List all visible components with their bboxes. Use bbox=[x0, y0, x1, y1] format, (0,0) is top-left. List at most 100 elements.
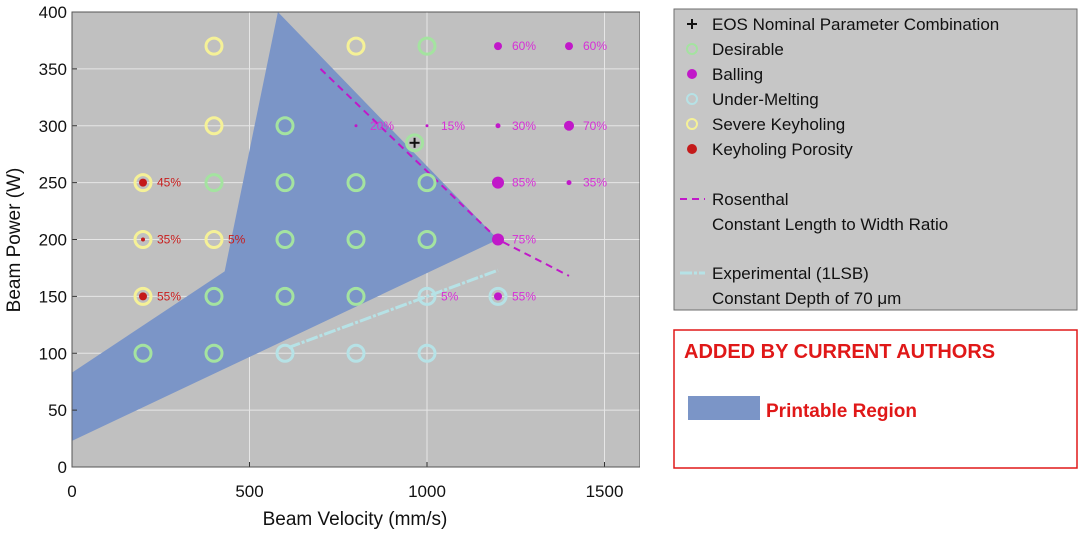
legend-label: Balling bbox=[712, 65, 763, 84]
balling-marker bbox=[494, 42, 502, 51]
desirable-marker bbox=[204, 286, 224, 306]
percent-label: 35% bbox=[583, 176, 607, 190]
under-melting-marker bbox=[346, 343, 366, 363]
desirable-marker bbox=[204, 343, 224, 363]
printable-region-label: Printable Region bbox=[766, 401, 917, 422]
plot-frame bbox=[71, 11, 640, 468]
percent-label: 30% bbox=[512, 119, 536, 133]
legend-experimental-line2: Constant Depth of 70 μm bbox=[712, 289, 901, 308]
desirable-marker bbox=[275, 230, 295, 249]
percent-label: 55% bbox=[157, 289, 181, 303]
y-tick-label: 150 bbox=[39, 287, 67, 306]
percent-label: 35% bbox=[157, 233, 181, 247]
under-melting-marker bbox=[275, 343, 295, 363]
percent-label: 70% bbox=[583, 119, 607, 133]
legend-rosenthal-line1: Rosenthal bbox=[712, 190, 789, 209]
legend-label: Keyholing Porosity bbox=[712, 140, 853, 159]
balling-marker bbox=[492, 233, 504, 246]
added-by-authors-title: ADDED BY CURRENT AUTHORS bbox=[684, 341, 995, 363]
balling-marker bbox=[492, 176, 504, 189]
y-axis-ticks: 0 50 100 150 200 250 300 350 400 bbox=[39, 3, 640, 477]
desirable-marker bbox=[346, 173, 366, 193]
y-axis-label: Beam Power (W) bbox=[4, 168, 25, 313]
printable-region-polygon bbox=[72, 12, 498, 441]
balling-marker bbox=[425, 124, 429, 128]
legend-box bbox=[673, 8, 1078, 311]
desirable-marker bbox=[275, 116, 295, 136]
balling-marker bbox=[564, 120, 574, 131]
severe-keyholing-marker bbox=[204, 36, 224, 56]
chart-svg: 60% 60% 20% 15% 30% 70% 85% 35% 75% 55% 5% 45% 35% 55… bbox=[4, 3, 640, 530]
severe-keyholing-marker bbox=[204, 116, 224, 136]
keyholing-porosity-marker bbox=[141, 237, 145, 242]
desirable-marker bbox=[417, 230, 437, 249]
added-by-authors-box bbox=[673, 329, 1078, 469]
severe-keyholing-marker bbox=[133, 173, 153, 193]
balling-marker bbox=[354, 124, 358, 128]
severe-keyholing-marker bbox=[133, 230, 153, 249]
x-tick-label: 500 bbox=[235, 482, 263, 501]
percent-label: 45% bbox=[157, 176, 181, 190]
percent-label: 60% bbox=[583, 39, 607, 53]
legend: EOS Nominal Parameter Combination Desirab… bbox=[673, 8, 1078, 469]
desirable-marker bbox=[346, 286, 366, 306]
desirable-marker bbox=[417, 36, 437, 56]
percent-label: 75% bbox=[512, 233, 536, 247]
legend-label: Severe Keyholing bbox=[712, 115, 845, 134]
legend-severe-keyholing-symbol bbox=[686, 118, 698, 130]
legend-items: EOS Nominal Parameter Combination Desirab… bbox=[686, 15, 999, 159]
desirable-marker bbox=[417, 173, 437, 193]
legend-desirable-symbol bbox=[686, 43, 698, 55]
y-tick-label: 200 bbox=[39, 231, 67, 250]
legend-label: Under-Melting bbox=[712, 90, 819, 109]
x-axis-label: Beam Velocity (mm/s) bbox=[263, 509, 448, 530]
x-tick-label: 1500 bbox=[586, 482, 624, 501]
desirable-marker bbox=[405, 133, 425, 153]
severe-keyholing-marker bbox=[346, 36, 366, 56]
legend-experimental-line1: Experimental (1LSB) bbox=[712, 264, 869, 283]
legend-keyholing-porosity-symbol bbox=[687, 144, 697, 154]
desirable-marker bbox=[275, 286, 295, 306]
severe-keyholing-marker bbox=[204, 230, 224, 249]
legend-under-melting-symbol bbox=[686, 93, 698, 105]
percent-labels: 60% 60% 20% 15% 30% 70% 85% 35% 75% 55% 5% 45% 35% 55… bbox=[157, 39, 607, 303]
desirable-marker bbox=[275, 173, 295, 193]
x-tick-label: 0 bbox=[67, 482, 76, 501]
desirable-marker bbox=[346, 230, 366, 249]
printable-region-swatch bbox=[688, 396, 760, 420]
legend-label: Desirable bbox=[712, 40, 784, 59]
percent-label: 5% bbox=[441, 289, 459, 303]
data-markers bbox=[133, 36, 574, 363]
percent-label: 15% bbox=[441, 119, 465, 133]
legend-label: EOS Nominal Parameter Combination bbox=[712, 15, 999, 34]
balling-marker bbox=[495, 123, 501, 129]
percent-label: 20% bbox=[370, 119, 394, 133]
keyholing-porosity-marker bbox=[139, 292, 147, 301]
balling-marker bbox=[566, 180, 572, 186]
legend-rosenthal-line2: Constant Length to Width Ratio bbox=[712, 215, 948, 234]
balling-marker bbox=[565, 42, 573, 51]
percent-label: 60% bbox=[512, 39, 536, 53]
y-tick-label: 350 bbox=[39, 60, 67, 79]
y-tick-label: 400 bbox=[39, 3, 67, 22]
y-tick-label: 0 bbox=[58, 458, 67, 477]
desirable-marker bbox=[133, 343, 153, 363]
under-melting-marker bbox=[417, 286, 437, 306]
under-melting-marker bbox=[417, 343, 437, 363]
keyholing-porosity-marker bbox=[139, 178, 147, 187]
severe-keyholing-marker bbox=[133, 286, 153, 306]
desirable-marker bbox=[204, 173, 224, 193]
x-tick-label: 1000 bbox=[408, 482, 446, 501]
experimental-line bbox=[288, 268, 499, 349]
percent-label: 55% bbox=[512, 289, 536, 303]
y-tick-label: 100 bbox=[39, 344, 67, 363]
under-melting-marker bbox=[488, 286, 508, 306]
balling-marker bbox=[494, 292, 502, 301]
y-tick-label: 250 bbox=[39, 174, 67, 193]
legend-balling-symbol bbox=[687, 69, 697, 79]
x-axis-ticks: 0 500 1000 1500 bbox=[67, 462, 623, 501]
percent-label: 5% bbox=[228, 233, 246, 247]
y-tick-label: 300 bbox=[39, 117, 67, 136]
percent-label: 85% bbox=[512, 176, 536, 190]
